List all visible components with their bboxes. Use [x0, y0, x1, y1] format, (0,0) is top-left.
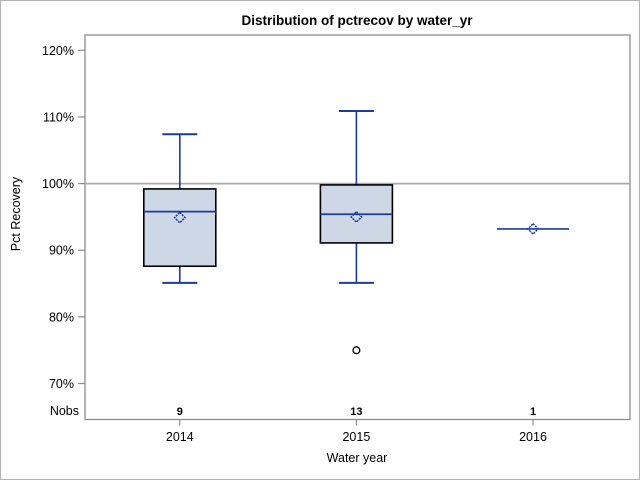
y-tick-label-80: 80% [49, 310, 74, 324]
nobs-value-2014: 9 [177, 406, 183, 418]
y-tick-label-70: 70% [49, 377, 74, 391]
mean-marker-2014 [173, 211, 187, 224]
x-tick-label-2014: 2014 [166, 430, 194, 444]
y-tick-label-100: 100% [42, 177, 74, 191]
y-tick-label-120: 120% [42, 44, 74, 58]
plot-frame [84, 34, 631, 421]
x-tick-label-2016: 2016 [519, 430, 547, 444]
nobs-value-2016: 1 [530, 406, 536, 418]
x-tick-label-2015: 2015 [342, 430, 370, 444]
x-axis-title: Water year [327, 451, 388, 465]
nobs-row-label: Nobs [50, 404, 79, 418]
mean-marker-2016 [526, 222, 540, 236]
outlier-2015 [352, 346, 361, 355]
y-tick-label-90: 90% [49, 244, 74, 258]
mean-marker-2015 [350, 210, 363, 224]
nobs-value-2015: 13 [350, 406, 362, 418]
box-2014 [143, 188, 217, 268]
y-axis-title: Pct Recovery [9, 176, 23, 251]
y-tick-label-110: 110% [43, 110, 74, 124]
chart-title: Distribution of pctrecov by water_yr [241, 13, 473, 28]
